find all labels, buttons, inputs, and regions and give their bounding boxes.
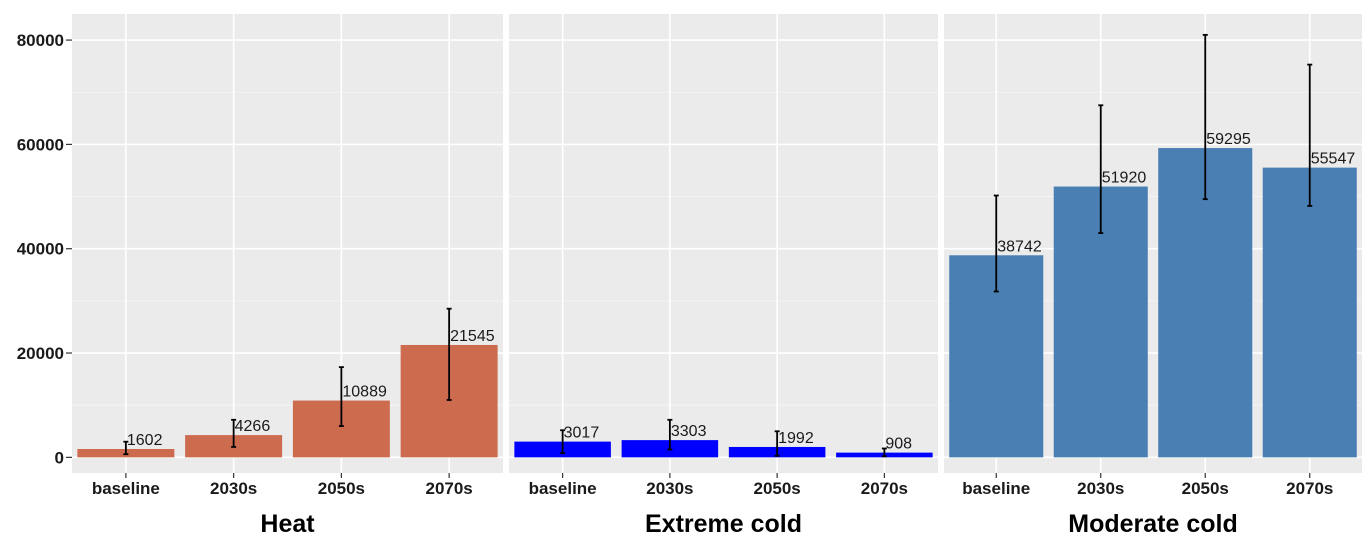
value-label: 38742	[997, 238, 1042, 255]
y-tick-label: 80000	[17, 31, 64, 50]
panel-title: Extreme cold	[645, 510, 802, 538]
value-label: 4266	[235, 418, 271, 435]
x-tick-label: baseline	[92, 479, 160, 498]
value-label: 3017	[564, 425, 600, 442]
x-tick-label: 2070s	[861, 479, 908, 498]
value-label: 21545	[450, 328, 495, 345]
panel-background	[509, 14, 938, 473]
y-tick-label: 0	[55, 448, 64, 467]
panel-title: Heat	[260, 510, 315, 538]
value-label: 10889	[342, 384, 387, 401]
value-label: 908	[885, 436, 912, 453]
panel-title: Moderate cold	[1068, 510, 1237, 538]
value-label: 59295	[1206, 131, 1251, 148]
value-label: 1992	[778, 430, 814, 447]
value-label: 55547	[1311, 151, 1356, 168]
bar	[1262, 167, 1357, 458]
y-tick-label: 40000	[17, 240, 64, 259]
x-tick-label: 2050s	[753, 479, 800, 498]
value-label: 51920	[1102, 170, 1147, 187]
x-tick-label: 2030s	[1077, 479, 1124, 498]
value-label: 1602	[127, 432, 163, 449]
x-tick-label: 2030s	[646, 479, 693, 498]
x-tick-label: 2050s	[318, 479, 365, 498]
y-tick-label: 20000	[17, 344, 64, 363]
x-tick-label: 2030s	[210, 479, 257, 498]
x-tick-label: 2070s	[1286, 479, 1333, 498]
x-tick-label: 2070s	[425, 479, 472, 498]
value-label: 3303	[671, 423, 707, 440]
x-tick-label: baseline	[962, 479, 1030, 498]
x-tick-label: baseline	[529, 479, 597, 498]
x-tick-label: 2050s	[1182, 479, 1229, 498]
y-tick-label: 60000	[17, 135, 64, 154]
